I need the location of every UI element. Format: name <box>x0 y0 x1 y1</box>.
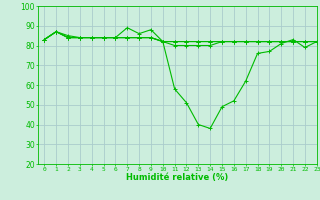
X-axis label: Humidité relative (%): Humidité relative (%) <box>126 173 229 182</box>
